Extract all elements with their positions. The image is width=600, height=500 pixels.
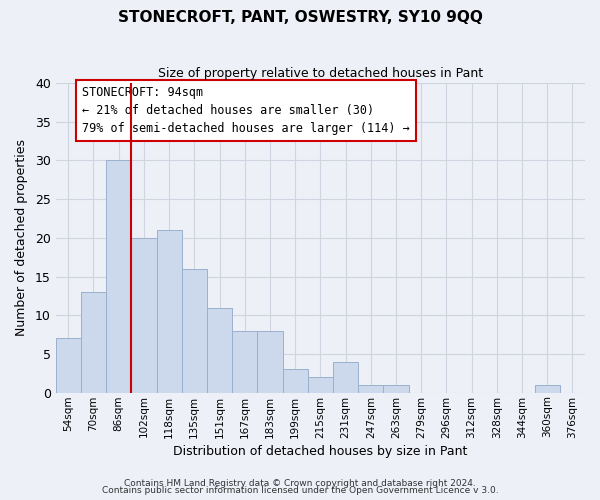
Bar <box>81 292 106 392</box>
Bar <box>157 230 182 392</box>
Bar <box>283 370 308 392</box>
Bar <box>182 269 207 392</box>
Bar <box>333 362 358 392</box>
Bar <box>535 385 560 392</box>
Bar <box>232 330 257 392</box>
Text: STONECROFT, PANT, OSWESTRY, SY10 9QQ: STONECROFT, PANT, OSWESTRY, SY10 9QQ <box>118 10 482 25</box>
Bar <box>56 338 81 392</box>
Text: Contains public sector information licensed under the Open Government Licence v : Contains public sector information licen… <box>101 486 499 495</box>
Y-axis label: Number of detached properties: Number of detached properties <box>15 140 28 336</box>
Text: Contains HM Land Registry data © Crown copyright and database right 2024.: Contains HM Land Registry data © Crown c… <box>124 478 476 488</box>
X-axis label: Distribution of detached houses by size in Pant: Distribution of detached houses by size … <box>173 444 467 458</box>
Bar <box>106 160 131 392</box>
Title: Size of property relative to detached houses in Pant: Size of property relative to detached ho… <box>158 68 483 80</box>
Bar <box>358 385 383 392</box>
Text: STONECROFT: 94sqm
← 21% of detached houses are smaller (30)
79% of semi-detached: STONECROFT: 94sqm ← 21% of detached hous… <box>82 86 410 135</box>
Bar <box>131 238 157 392</box>
Bar <box>207 308 232 392</box>
Bar <box>257 330 283 392</box>
Bar <box>308 377 333 392</box>
Bar <box>383 385 409 392</box>
